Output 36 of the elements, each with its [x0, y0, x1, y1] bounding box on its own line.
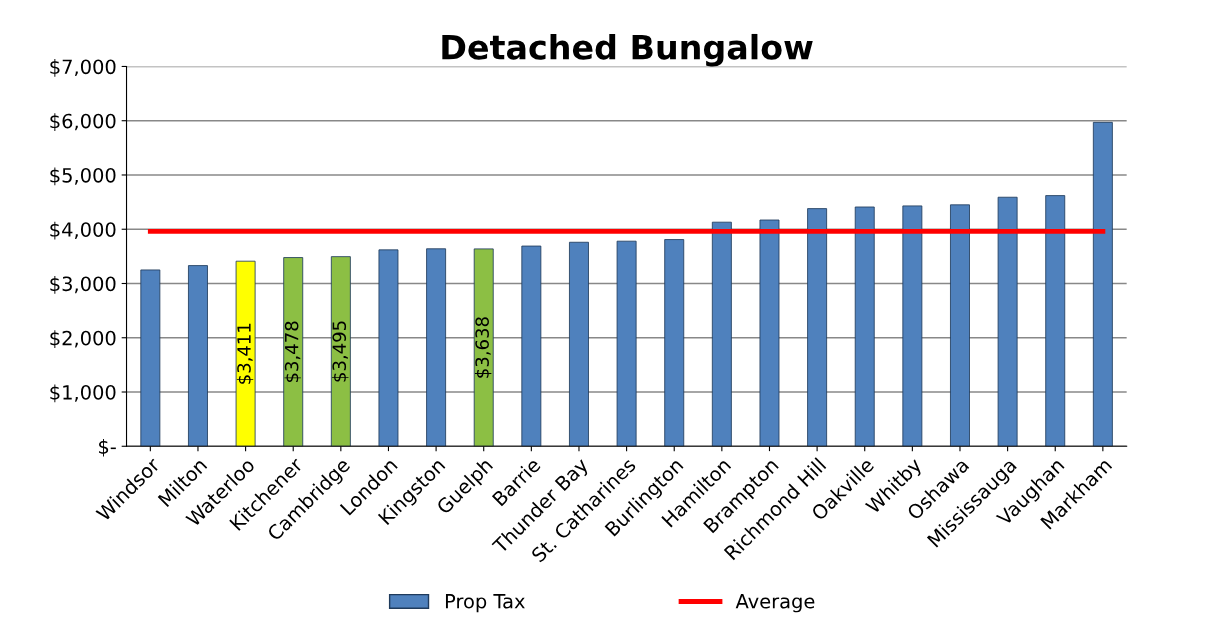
bar: [521, 245, 542, 447]
bar: [759, 219, 780, 447]
bar: [140, 269, 161, 447]
y-tick-label: $4,000: [50, 221, 116, 240]
chart-title: Detached Bungalow: [442, 33, 813, 67]
data-label: $3,411: [236, 323, 254, 384]
bar: [950, 204, 970, 447]
bar: [569, 241, 589, 447]
y-tick-label: $3,000: [50, 276, 116, 294]
bar: [854, 206, 875, 447]
data-label: $3,478: [284, 321, 301, 382]
bar: [807, 208, 828, 447]
bar: [664, 239, 685, 447]
bar: [188, 265, 208, 447]
bar: [997, 196, 1018, 447]
bar: [426, 248, 447, 447]
y-tick-label: $7,000: [50, 59, 116, 77]
bar: [902, 205, 923, 447]
legend-label: Average: [735, 594, 815, 613]
y-tick-label: $1,000: [50, 384, 116, 403]
bar: [473, 248, 494, 447]
data-label: $3,638: [474, 317, 492, 378]
bar: [378, 249, 399, 447]
bar: [1092, 121, 1113, 447]
bar: [283, 257, 304, 447]
y-tick-label: $5,000: [50, 167, 116, 186]
bar: [711, 221, 732, 447]
y-tick-label: $2,000: [50, 330, 116, 348]
bar: [235, 260, 256, 447]
bar: [330, 256, 351, 447]
y-tick-label: $6,000: [50, 113, 116, 131]
data-label: $3,495: [332, 321, 349, 382]
legend-label: Prop Tax: [445, 594, 525, 613]
bar: [1045, 195, 1066, 447]
y-tick-label: $-: [99, 438, 116, 457]
bar: [616, 240, 637, 447]
